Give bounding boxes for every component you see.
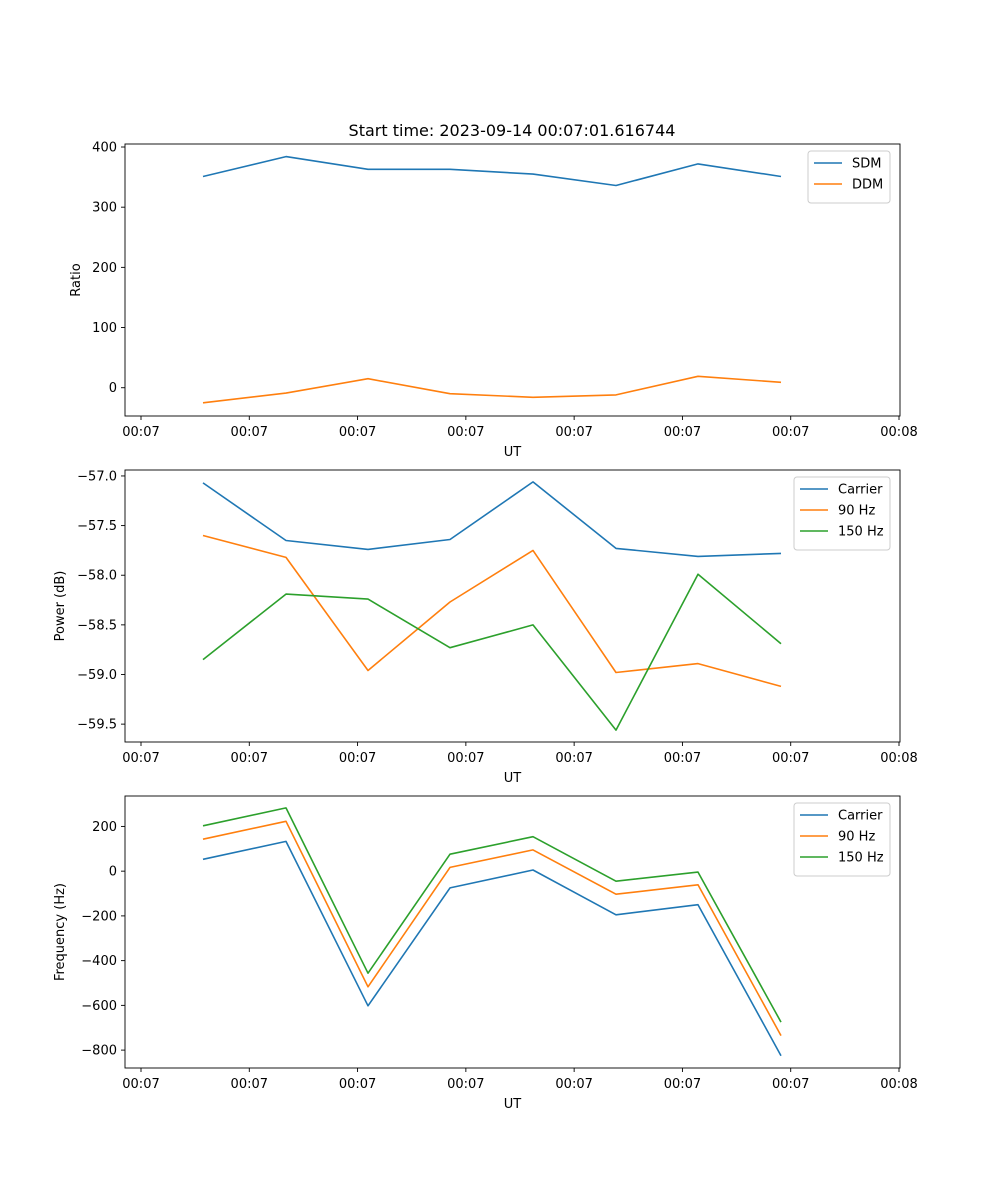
- y-tick-label: −200: [81, 909, 117, 924]
- series-line-90-hz: [202, 820, 782, 1036]
- legend-label: 150 Hz: [838, 525, 884, 540]
- x-tick-label: 00:07: [772, 1077, 809, 1092]
- x-tick-label: 00:07: [664, 751, 701, 766]
- x-tick-label: 00:07: [447, 751, 484, 766]
- x-tick-label: 00:08: [880, 751, 917, 766]
- series-line-150-hz: [202, 573, 782, 731]
- x-tick-label: 00:07: [447, 425, 484, 440]
- series-line-carrier: [202, 481, 782, 558]
- series-line-sdm: [202, 155, 782, 187]
- y-tick-label: −59.5: [77, 718, 117, 733]
- y-tick-label: −57.5: [77, 519, 117, 534]
- axes-frame: [124, 795, 901, 1069]
- y-tick-label: 0: [109, 381, 117, 396]
- x-tick-label: 00:07: [772, 425, 809, 440]
- x-tick-label: 00:07: [447, 1077, 484, 1092]
- axes-frame: [124, 469, 901, 743]
- y-tick-label: 300: [92, 201, 117, 216]
- legend-label: 90 Hz: [838, 504, 875, 519]
- y-tick-label: −400: [81, 954, 117, 969]
- legend: SDM DDM: [807, 150, 891, 204]
- x-tick-label: 00:07: [555, 425, 592, 440]
- legend-label: Carrier: [838, 809, 883, 824]
- y-tick-label: 100: [92, 321, 117, 336]
- x-axis-label: UT: [504, 445, 522, 460]
- x-tick-label: 00:07: [339, 1077, 376, 1092]
- legend: Carrier 90 Hz 150 Hz: [793, 476, 891, 551]
- y-axis-label: Frequency (Hz): [53, 883, 68, 981]
- x-tick-label: 00:07: [339, 751, 376, 766]
- y-tick-label: 200: [92, 261, 117, 276]
- y-tick-label: 400: [92, 141, 117, 156]
- x-axis-label: UT: [504, 1097, 522, 1112]
- y-tick-label: −600: [81, 999, 117, 1014]
- y-axis-label: Power (dB): [53, 571, 68, 642]
- legend-label: DDM: [852, 178, 883, 193]
- y-tick-label: −800: [81, 1044, 117, 1059]
- x-axis-label: UT: [504, 771, 522, 786]
- legend-frame: [807, 150, 891, 204]
- legend-label: Carrier: [838, 483, 883, 498]
- x-tick-label: 00:08: [880, 1077, 917, 1092]
- x-tick-label: 00:07: [122, 425, 159, 440]
- legend-label: 150 Hz: [838, 851, 884, 866]
- figure-title: Start time: 2023-09-14 00:07:01.616744: [349, 121, 676, 140]
- x-tick-label: 00:07: [555, 1077, 592, 1092]
- subplot-2: 00:07 00:07 00:07 00:07 00:07 00:07 00:07 00:08…: [53, 469, 918, 786]
- plots-container: 00:07 00:07 00:07 00:07 00:07 00:07 00:07 00:08…: [53, 141, 918, 1112]
- y-tick-label: −58.5: [77, 618, 117, 633]
- y-tick-label: 0: [109, 865, 117, 880]
- legend-label: 90 Hz: [838, 830, 875, 845]
- series-line-150-hz: [202, 807, 782, 1023]
- x-tick-label: 00:07: [122, 1077, 159, 1092]
- y-tick-label: −58.0: [77, 569, 117, 584]
- x-tick-label: 00:07: [339, 425, 376, 440]
- subplot-3: 00:07 00:07 00:07 00:07 00:07 00:07 00:07 00:08…: [53, 795, 918, 1112]
- series-line-carrier: [202, 840, 782, 1057]
- x-tick-label: 00:07: [231, 751, 268, 766]
- x-tick-label: 00:07: [664, 425, 701, 440]
- subplot-1: 00:07 00:07 00:07 00:07 00:07 00:07 00:07 00:08…: [69, 141, 918, 460]
- x-tick-label: 00:07: [231, 1077, 268, 1092]
- x-tick-label: 00:08: [880, 425, 917, 440]
- y-axis-label: Ratio: [69, 263, 84, 296]
- x-tick-label: 00:07: [122, 751, 159, 766]
- y-tick-label: 200: [92, 820, 117, 835]
- x-tick-label: 00:07: [231, 425, 268, 440]
- axes-frame: [124, 143, 901, 417]
- y-tick-label: −59.0: [77, 668, 117, 683]
- series-line-ddm: [202, 375, 782, 404]
- legend-label: SDM: [852, 157, 881, 172]
- x-tick-label: 00:07: [664, 1077, 701, 1092]
- x-tick-label: 00:07: [772, 751, 809, 766]
- x-tick-label: 00:07: [555, 751, 592, 766]
- legend: Carrier 90 Hz 150 Hz: [793, 802, 891, 877]
- series-line-90-hz: [202, 534, 782, 688]
- y-tick-label: −57.0: [77, 469, 117, 484]
